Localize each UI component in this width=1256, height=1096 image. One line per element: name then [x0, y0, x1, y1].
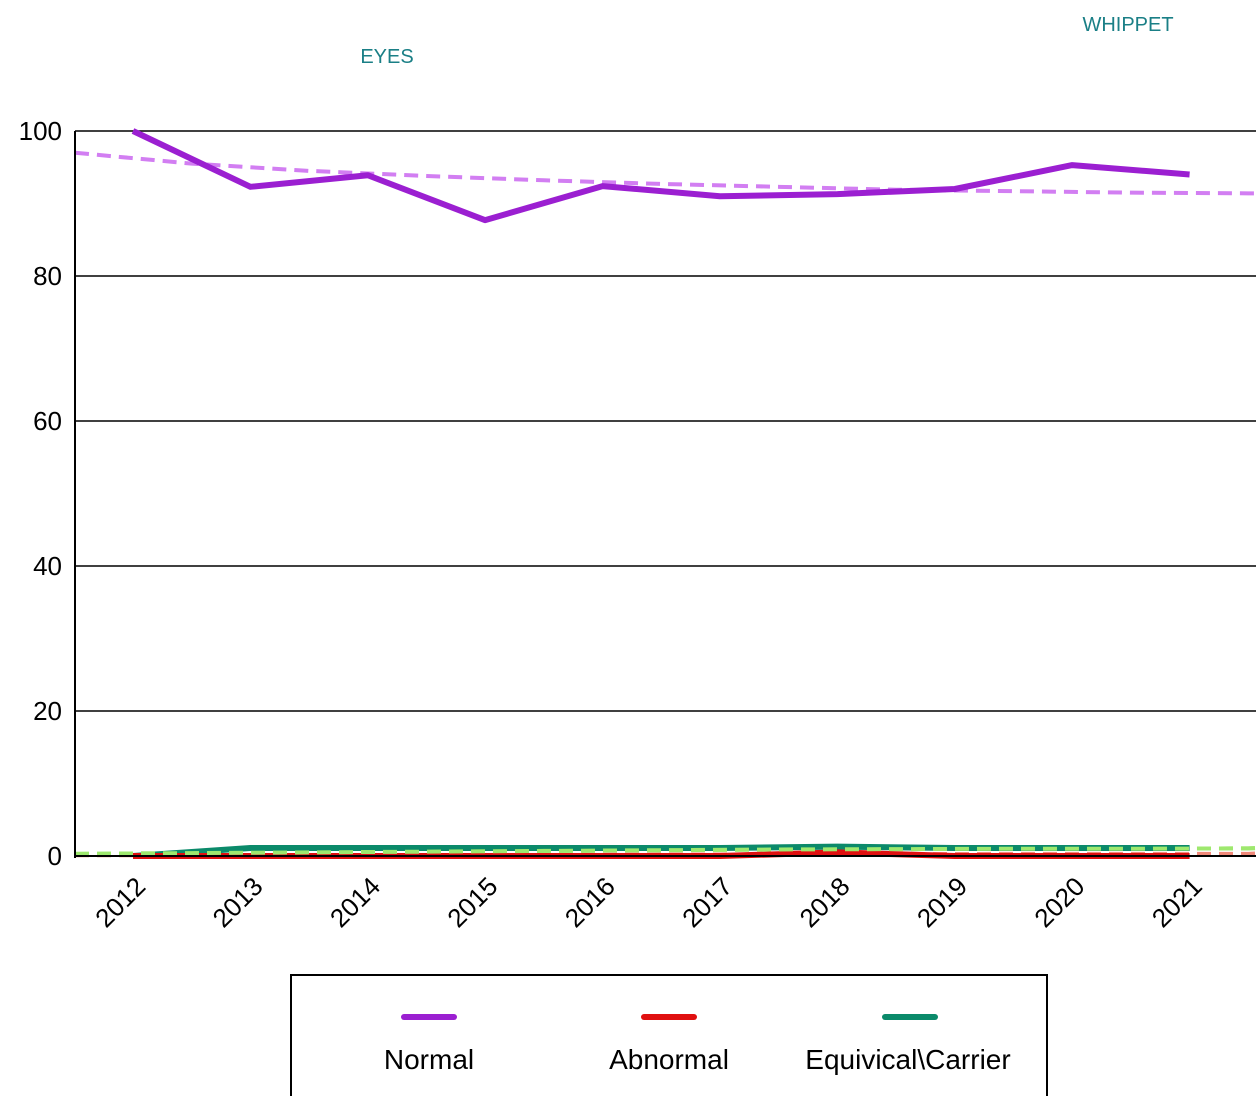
- trendlines: [74, 150, 1256, 858]
- series-line-equivocal: [132, 843, 1190, 859]
- legend-label-normal: Normal: [384, 1044, 474, 1075]
- x-tick-label: 2016: [559, 871, 621, 933]
- x-axis-ticks: 2012 2013 2014 2015 2016 2017 2018 2019 2020 2021: [89, 871, 1208, 933]
- series-line-normal: [131, 128, 1190, 224]
- series-lines: [74, 128, 1256, 859]
- legend-label-abnormal: Abnormal: [609, 1044, 729, 1075]
- breed-label: WHIPPET: [1082, 14, 1173, 36]
- y-tick-label: 80: [33, 261, 62, 291]
- y-tick-label: 20: [33, 696, 62, 726]
- x-tick-label: 2015: [441, 871, 503, 933]
- trendline-equivocal-overlay: [74, 846, 1256, 856]
- y-tick-label: 60: [33, 406, 62, 436]
- x-tick-label: 2018: [794, 871, 856, 933]
- gridlines: [75, 130, 1256, 857]
- legend-box: [290, 974, 1048, 1096]
- x-tick-label: 2021: [1146, 871, 1208, 933]
- y-tick-label: 100: [19, 116, 62, 146]
- y-tick-label: 40: [33, 551, 62, 581]
- legend: Normal Abnormal Equivical\Carrier: [290, 974, 1048, 1096]
- trendline-normal: [74, 150, 1256, 196]
- legend-label-equivocal: Equivical\Carrier: [805, 1044, 1010, 1075]
- x-tick-label: 2020: [1028, 871, 1090, 933]
- chart-subject-label: EYES: [360, 46, 413, 68]
- x-tick-label: 2013: [207, 871, 269, 933]
- x-tick-label: 2012: [89, 871, 151, 933]
- y-axis-ticks: 0 20 40 60 80 100: [19, 116, 62, 871]
- x-tick-label: 2017: [676, 871, 738, 933]
- axes: [74, 131, 1256, 858]
- x-tick-label: 2019: [911, 871, 973, 933]
- x-tick-label: 2014: [324, 871, 386, 933]
- y-tick-label: 0: [48, 841, 62, 871]
